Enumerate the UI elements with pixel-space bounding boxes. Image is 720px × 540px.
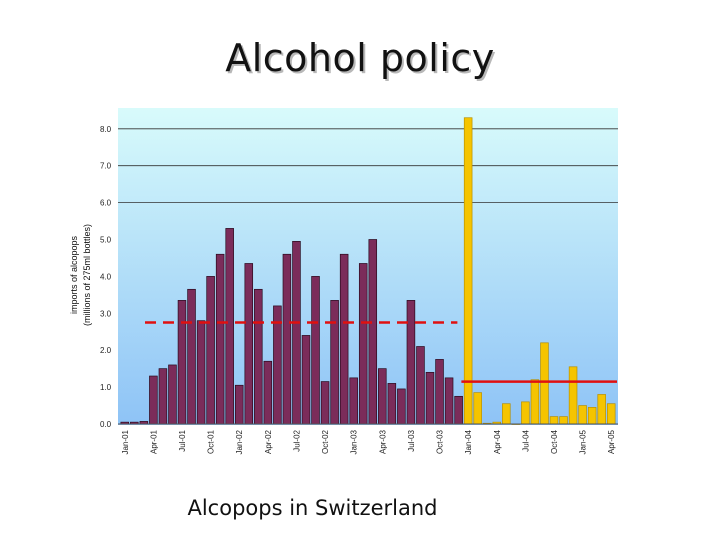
y-tick-label: 1.0 [100,383,112,392]
x-tick-label: Jan-03 [350,429,359,454]
x-tick-label: Oct-02 [321,429,330,454]
bar-after-tax [540,342,549,425]
x-tick-label: Jan-05 [579,429,588,454]
bar-before-tax [254,288,263,425]
bar-after-tax [521,401,530,425]
bar-before-tax [244,263,254,425]
x-tick-label: Oct-04 [550,429,559,454]
y-tick-label: 7.0 [100,162,112,171]
bar-after-tax [463,117,473,425]
bar-before-tax [358,263,368,425]
bar-after-tax [473,392,482,425]
bar-before-tax [330,300,339,425]
bar-after-tax [568,366,578,425]
y-tick-label: 5.0 [100,236,112,245]
x-tick-label: Apr-05 [607,429,616,454]
bar-before-tax [187,288,196,425]
x-tick-label: Jul-01 [178,429,187,451]
y-tick-label: 8.0 [100,125,112,134]
x-tick-label: Jan-01 [121,429,130,454]
bar-before-tax [225,228,234,425]
bars [120,117,616,425]
slide-subtitle: Alcopops in Switzerland [187,496,438,520]
y-tick-label: 0.0 [100,420,112,429]
bar-before-tax [406,300,416,425]
x-tick-label: Oct-03 [436,429,445,454]
x-tick-label: Jul-04 [521,429,530,451]
bar-before-tax [387,383,397,425]
bar-before-tax [234,384,244,425]
bar-after-tax [578,405,587,425]
bar-before-tax [292,240,301,425]
bar-before-tax [349,377,358,425]
x-tick-label: Jul-02 [292,429,301,451]
bar-before-tax [301,335,311,425]
bar-before-tax [177,300,187,425]
slide-title: Alcohol policy [225,36,495,80]
bar-before-tax [263,360,273,425]
x-tick-label: Jan-04 [464,429,473,454]
bar-before-tax [215,253,225,425]
bar-before-tax [206,276,215,425]
x-tick-label: Oct-01 [207,429,216,454]
bar-before-tax [168,364,177,425]
x-tick-label: Apr-02 [264,429,273,454]
bar-before-tax [416,346,425,425]
y-tick-label: 3.0 [100,309,112,318]
x-tick-labels: Jan-01 Apr-01 Jul-01 Oct-01 Jan-02 Apr-02 Jul-… [121,429,616,454]
reference-lines [145,321,617,383]
bar-after-tax [597,394,606,425]
y-tick-label: 6.0 [100,199,112,208]
bar-before-tax [425,371,435,425]
bar-before-tax [339,253,349,425]
bar-before-tax [149,375,158,425]
bar-before-tax [444,377,454,425]
bar-before-tax [320,381,330,425]
bar-before-tax [282,253,292,425]
x-tick-label: Apr-04 [493,429,502,454]
bar-after-tax [530,379,540,425]
y-tick-label: 4.0 [100,272,112,281]
x-tick-label: Jan-02 [235,429,244,454]
bar-after-tax [502,403,511,425]
x-tick-label: Apr-01 [149,429,158,454]
bar-before-tax [158,368,168,425]
y-axis-label: imports of alcopops [69,235,79,314]
x-tick-label: Apr-03 [378,429,387,454]
bar-before-tax [368,239,378,425]
bar-before-tax [196,320,206,425]
bar-after-tax [549,416,559,425]
bar-before-tax [397,388,406,425]
bar-after-tax [587,407,597,425]
bar-after-tax [559,416,568,425]
bar-before-tax [311,276,320,425]
bar-before-tax [454,395,463,425]
y-tick-labels: 0.0 1.0 2.0 3.0 4.0 5.0 6.0 7.0 8.0 [100,125,112,429]
y-tick-label: 2.0 [100,346,112,355]
x-tick-label: Jul-03 [407,429,416,451]
y-axis-label-units: (millions of 275ml bottles) [82,224,92,326]
bar-after-tax [606,403,616,425]
bar-before-tax [378,368,387,425]
grid-lines [118,128,618,204]
bar-before-tax [435,359,444,425]
